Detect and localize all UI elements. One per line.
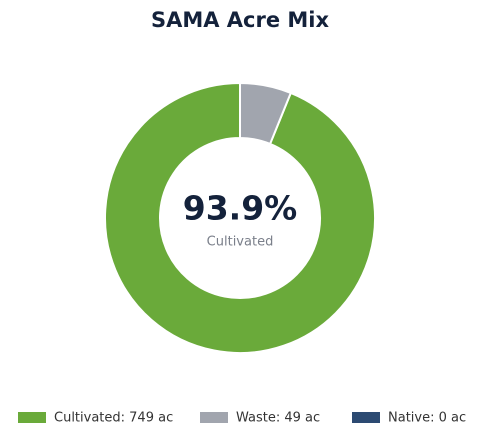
donut-slice	[104, 81, 376, 354]
donut	[104, 81, 376, 354]
legend-swatch	[352, 412, 380, 423]
legend-label: Waste: 49 ac	[236, 411, 320, 426]
legend-label: Native: 0 ac	[388, 411, 466, 426]
chart-title: SAMA Acre Mix	[151, 8, 330, 32]
center-value: 93.9%	[183, 189, 298, 228]
legend-label: Cultivated: 749 ac	[54, 411, 173, 426]
legend-swatch	[200, 412, 228, 423]
center-caption: Cultivated	[207, 235, 274, 250]
legend-swatch	[18, 412, 46, 423]
legend: Cultivated: 749 ac Waste: 49 ac Native: 0 …	[18, 411, 466, 426]
